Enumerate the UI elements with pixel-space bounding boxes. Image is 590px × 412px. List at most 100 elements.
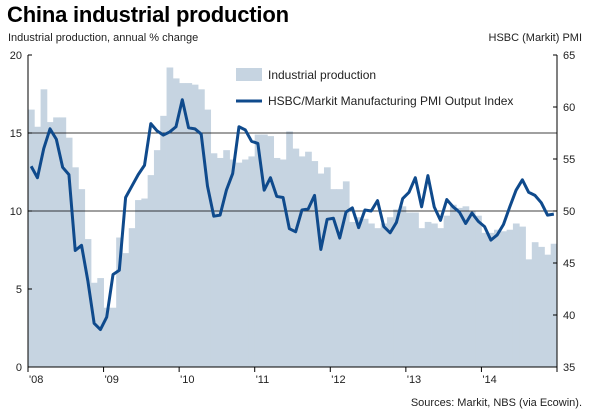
bar <box>109 307 117 367</box>
left-tick-label: 0 <box>16 362 22 374</box>
bar <box>59 117 67 368</box>
bar <box>462 206 470 367</box>
bar <box>405 212 413 367</box>
bar <box>412 212 419 367</box>
bar <box>298 156 306 367</box>
bar <box>494 229 501 367</box>
bar <box>368 223 375 367</box>
bar <box>475 215 482 367</box>
bar <box>242 159 249 367</box>
right-axis-label: HSBC (Markit) PMI <box>488 32 583 44</box>
bar <box>305 151 312 367</box>
bar <box>437 228 445 367</box>
bar <box>40 89 48 367</box>
legend-bar-swatch <box>236 68 262 81</box>
right-tick-label: 55 <box>563 154 575 166</box>
source-note: Sources: Markit, NBS (via Ecowin). <box>410 397 582 409</box>
bar <box>342 181 350 367</box>
bar <box>179 83 186 367</box>
x-tick-label: '11 <box>256 374 270 386</box>
chart-title: China industrial production <box>7 2 289 27</box>
bar <box>116 237 123 367</box>
line-layer <box>29 98 555 332</box>
bar <box>512 223 520 367</box>
left-tick-label: 20 <box>10 50 22 62</box>
bar <box>506 229 514 367</box>
grid-layer <box>28 132 557 212</box>
right-tick-label: 35 <box>563 362 575 374</box>
bar <box>198 89 205 367</box>
bar <box>355 217 363 367</box>
bar <box>292 148 300 367</box>
bar <box>135 200 142 367</box>
left-tick-label: 10 <box>10 206 22 218</box>
bar <box>393 209 400 367</box>
bar <box>97 278 104 367</box>
bar <box>386 217 394 367</box>
bar <box>336 189 344 367</box>
bar <box>456 207 463 367</box>
bar <box>204 109 212 367</box>
bar <box>273 157 281 367</box>
left-tick-label: 5 <box>16 284 22 296</box>
bar <box>78 189 86 367</box>
bar <box>399 206 407 367</box>
bar <box>28 109 35 367</box>
bar <box>487 232 495 367</box>
x-tick-label: '10 <box>180 374 194 386</box>
pmi-line <box>29 98 555 332</box>
bar <box>103 307 111 367</box>
legend-bar-label: Industrial production <box>268 68 376 82</box>
bar <box>172 78 180 368</box>
x-tick-label: '13 <box>407 374 421 386</box>
legend-line-label: HSBC/Markit Manufacturing PMI Output Ind… <box>268 94 513 108</box>
bar <box>349 221 356 367</box>
right-tick-label: 45 <box>563 258 575 270</box>
bar <box>122 253 130 367</box>
bar <box>141 198 149 367</box>
bar <box>531 242 539 367</box>
bar <box>443 215 451 367</box>
bar <box>84 239 92 367</box>
bar <box>229 159 237 367</box>
right-tick-label: 65 <box>563 50 575 62</box>
bar <box>449 204 457 367</box>
right-tick-label: 40 <box>563 310 575 322</box>
right-tick-label: 50 <box>563 206 575 218</box>
x-tick-label: '09 <box>105 374 119 386</box>
bars-layer <box>28 67 558 368</box>
bar <box>261 134 268 367</box>
bar <box>254 134 262 367</box>
bar <box>380 223 388 367</box>
bar <box>424 221 432 367</box>
bar <box>34 126 41 367</box>
axes-layer: 0 5 10 15 20 35 40 45 50 55 60 65 '08 '09 '10 '11 '12 '13… <box>10 50 576 386</box>
bar <box>311 161 319 367</box>
bar <box>317 173 325 367</box>
bar <box>128 228 136 367</box>
bar <box>210 153 218 367</box>
bar <box>544 254 552 367</box>
bar <box>72 167 79 367</box>
bar <box>53 117 60 368</box>
bar <box>166 67 174 367</box>
legend: Industrial production HSBC/Markit Manufa… <box>236 68 513 108</box>
bar <box>361 218 369 367</box>
bar <box>525 259 533 367</box>
bar <box>431 223 438 367</box>
bar <box>147 175 155 367</box>
left-axis-label: Industrial production, annual % change <box>8 32 199 44</box>
bar <box>550 243 558 367</box>
bar <box>468 211 476 367</box>
bar <box>65 137 73 367</box>
bar <box>286 131 293 367</box>
bar <box>481 232 489 367</box>
bar <box>500 231 508 367</box>
x-tick-label: '14 <box>482 374 496 386</box>
bar <box>46 122 54 367</box>
bar <box>279 159 287 367</box>
bar <box>248 156 256 367</box>
bar <box>418 228 426 367</box>
right-tick-label: 60 <box>563 102 575 114</box>
